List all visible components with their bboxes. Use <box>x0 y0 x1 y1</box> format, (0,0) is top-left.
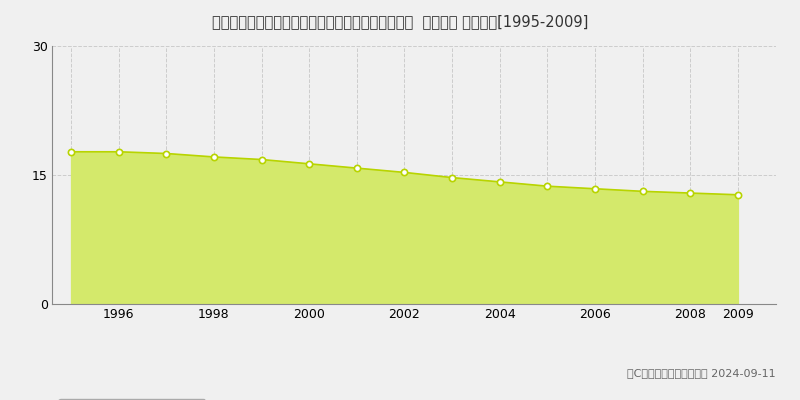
Text: 福島県耶麻郡猪苗代町大字千代田字扇田１２番１５  地価公示 地価推移[1995-2009]: 福島県耶麻郡猪苗代町大字千代田字扇田１２番１５ 地価公示 地価推移[1995-2… <box>212 14 588 29</box>
Legend: 地価公示 平均坪単価(万円/坪): 地価公示 平均坪単価(万円/坪) <box>58 398 205 400</box>
Text: （C）土地価格ドットコム 2024-09-11: （C）土地価格ドットコム 2024-09-11 <box>627 368 776 378</box>
